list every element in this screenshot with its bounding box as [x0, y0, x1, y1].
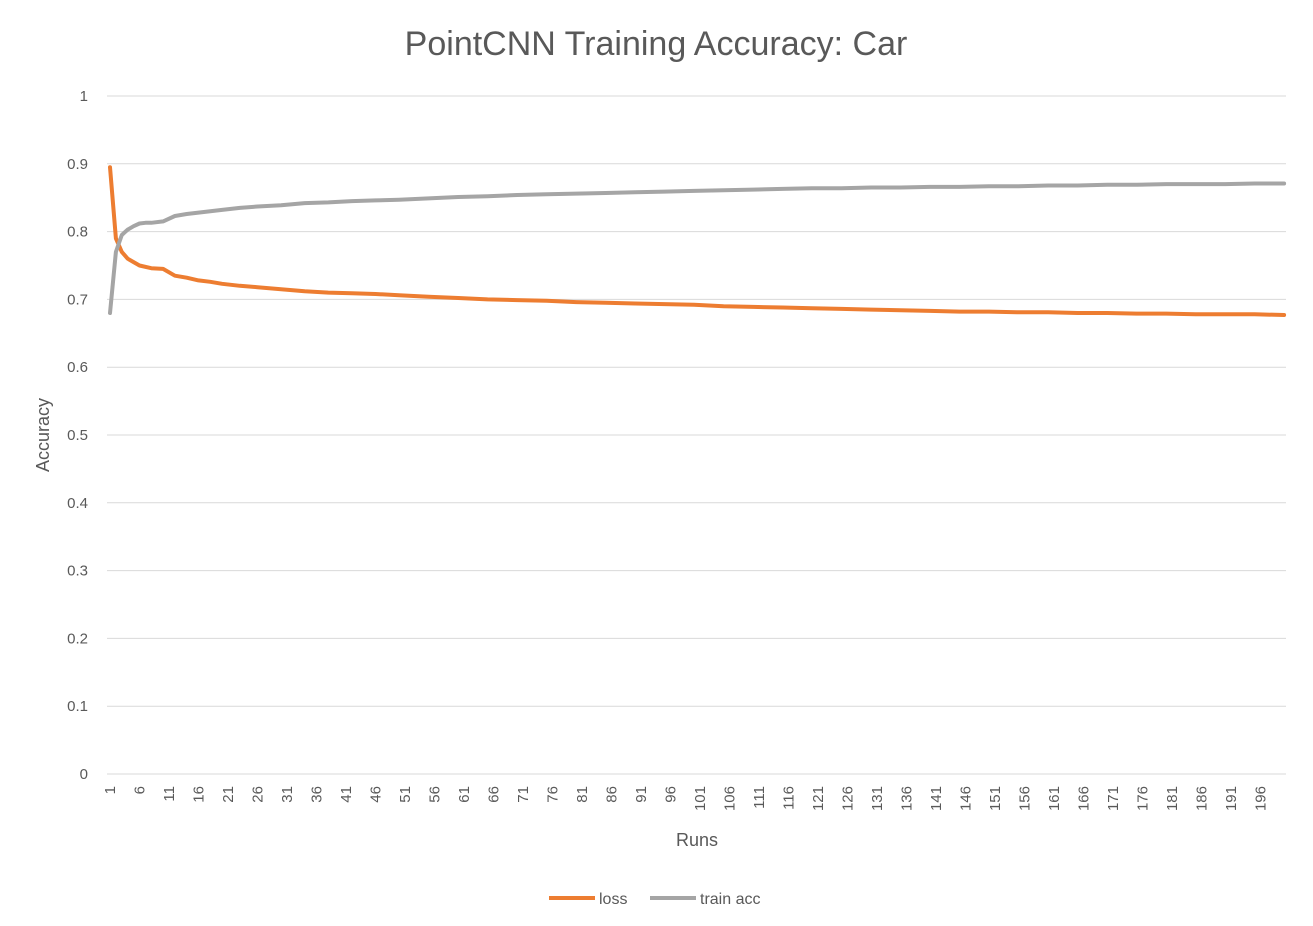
y-axis-title: Accuracy	[33, 398, 53, 472]
x-tick-label: 51	[397, 786, 414, 803]
legend: loss train acc	[549, 891, 760, 908]
y-tick-label: 0.8	[67, 224, 88, 241]
x-tick-label: 1	[102, 786, 119, 794]
x-tick-label: 181	[1164, 786, 1181, 811]
x-tick-label: 176	[1135, 786, 1152, 811]
series-line-loss	[108, 165, 1287, 317]
y-tick-label: 0.6	[67, 359, 88, 376]
x-tick-label: 171	[1105, 786, 1122, 811]
x-tick-label: 41	[338, 786, 355, 803]
x-tick-label: 26	[250, 786, 267, 803]
x-tick-label: 166	[1076, 786, 1093, 811]
x-tick-label: 101	[692, 786, 709, 811]
x-tick-label: 11	[161, 786, 178, 802]
x-tick-label: 56	[427, 786, 444, 803]
x-tick-label: 106	[722, 786, 739, 811]
series-lines	[108, 165, 1287, 317]
legend-label-train-acc: train acc	[700, 891, 760, 908]
x-tick-label: 96	[663, 786, 680, 803]
x-axis-ticks: 1 6 11 16 21 26 31 36 41 46 51 56 61 66 71 76 81 86 91 96 10…	[102, 786, 1270, 811]
y-tick-label: 1	[80, 88, 88, 105]
x-tick-label: 6	[132, 786, 149, 794]
y-tick-label: 0.4	[67, 495, 88, 512]
x-tick-label: 36	[309, 786, 326, 803]
legend-label-loss: loss	[599, 891, 627, 908]
y-tick-label: 0.7	[67, 291, 88, 308]
y-tick-label: 0.1	[67, 698, 88, 715]
x-tick-label: 136	[899, 786, 916, 811]
x-tick-label: 121	[810, 786, 827, 811]
y-tick-label: 0	[80, 766, 88, 783]
x-tick-label: 186	[1194, 786, 1211, 811]
x-tick-label: 71	[515, 786, 532, 803]
x-tick-label: 131	[869, 786, 886, 811]
y-tick-label: 0.5	[67, 427, 88, 444]
gridlines	[107, 95, 1286, 707]
y-tick-label: 0.9	[67, 156, 88, 173]
x-tick-label: 126	[840, 786, 857, 811]
x-axis-title: Runs	[676, 830, 718, 850]
x-tick-label: 46	[368, 786, 385, 803]
x-tick-label: 21	[220, 786, 237, 803]
chart-title: PointCNN Training Accuracy: Car	[405, 25, 908, 63]
x-tick-label: 141	[928, 786, 945, 811]
y-tick-label: 0.3	[67, 563, 88, 580]
x-tick-label: 161	[1046, 786, 1063, 811]
x-tick-label: 91	[633, 786, 650, 803]
x-tick-label: 111	[751, 786, 768, 809]
x-tick-label: 86	[604, 786, 621, 803]
x-tick-label: 66	[486, 786, 503, 803]
x-tick-label: 156	[1017, 786, 1034, 811]
x-tick-label: 191	[1223, 786, 1240, 811]
series-line-train-acc	[108, 181, 1287, 315]
x-tick-label: 151	[987, 786, 1004, 811]
x-tick-label: 61	[456, 786, 473, 803]
y-axis-ticks: 0 0.1 0.2 0.3 0.4 0.5 0.6 0.7 0.8 0.9 1	[67, 88, 88, 783]
x-tick-label: 146	[958, 786, 975, 811]
x-tick-label: 116	[781, 786, 798, 810]
x-tick-label: 31	[279, 786, 296, 803]
x-tick-label: 16	[191, 786, 208, 803]
x-tick-label: 196	[1253, 786, 1270, 811]
x-tick-label: 76	[545, 786, 562, 803]
y-tick-label: 0.2	[67, 630, 88, 647]
x-tick-label: 81	[574, 786, 591, 803]
